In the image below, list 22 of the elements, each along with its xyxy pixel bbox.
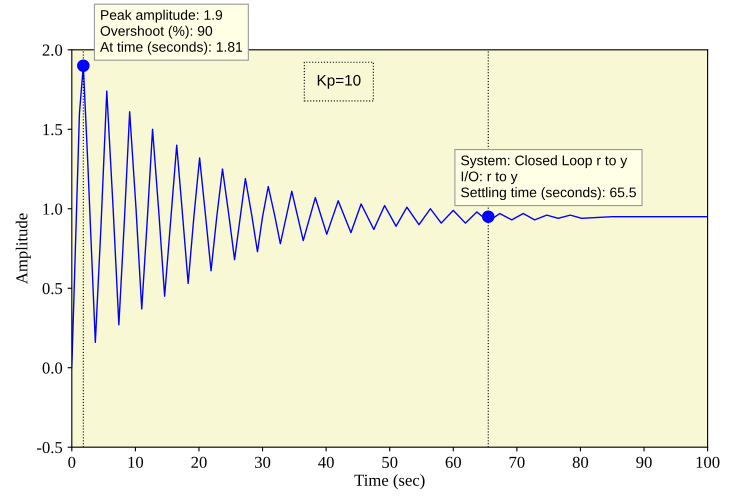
x-tick-label: 90 <box>636 456 652 468</box>
y-tick-label: 1.0 <box>43 203 62 215</box>
x-tick-label: 70 <box>510 456 525 468</box>
y-tick-label: 0.5 <box>42 282 62 294</box>
y-tick-label: 2.0 <box>42 44 62 56</box>
x-tick-label: 30 <box>255 456 270 468</box>
x-tick-label: 0 <box>68 456 76 468</box>
x-tick-label: 60 <box>446 456 461 468</box>
x-tick-label: 100 <box>696 456 720 468</box>
x-tick-label: 50 <box>382 456 398 468</box>
x-axis-title: Time (sec) <box>354 474 425 490</box>
annotation: Kp=10 <box>318 74 361 89</box>
x-tick-label: 10 <box>128 456 144 468</box>
annotation: Peak amplitude: 1.9 Overshoot (%): 90 At time (seconds): 1.81 <box>100 10 242 55</box>
x-tick-label: 20 <box>191 456 207 468</box>
y-tick-label: 1.5 <box>43 124 62 136</box>
y-tick-label: 0.0 <box>42 362 62 374</box>
x-tick-label: 40 <box>318 456 334 468</box>
y-tick-label: -0.5 <box>37 442 62 454</box>
y-axis-title: Amplitude <box>16 213 31 284</box>
x-tick-label: 80 <box>572 456 588 468</box>
annotation: System: Closed Loop r to y I/O: r to y Settling time (seconds): 65.5 <box>461 155 636 200</box>
